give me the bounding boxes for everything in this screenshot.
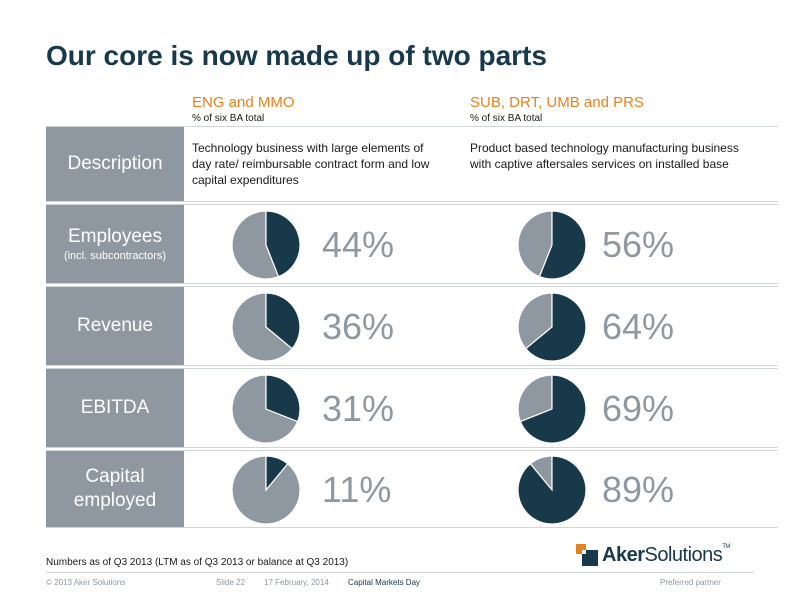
row-label: Description bbox=[46, 127, 184, 201]
pie-capital-employed-eng-mmo bbox=[231, 455, 301, 525]
page-title: Our core is now made up of two parts bbox=[46, 40, 547, 71]
pie-slice-share bbox=[524, 292, 587, 362]
footer-event: Capital Markets Day bbox=[348, 578, 421, 587]
percentage-label-capital-employed-sub-drt: 89% bbox=[602, 469, 675, 510]
column-header-sub-drt: SUB, DRT, UMB and PRS % of six BA total bbox=[470, 94, 644, 124]
footer: © 2013 Aker Solutions Slide 22 17 Februa… bbox=[46, 572, 754, 591]
logo-text-part2: Solutions bbox=[644, 543, 723, 566]
pie-slice-rest bbox=[517, 292, 553, 350]
percentage-label-employees-sub-drt: 56% bbox=[602, 224, 675, 265]
description-eng-mmo: Technology business with large elements … bbox=[192, 141, 430, 187]
row-label: EBITDA bbox=[46, 369, 184, 447]
logo-mark-icon bbox=[576, 544, 598, 566]
pie-slice-share bbox=[265, 455, 289, 492]
row-label: Employees (incl. subcontractors) bbox=[46, 205, 184, 283]
pie-slice-rest bbox=[517, 374, 553, 423]
pie-employees-eng-mmo bbox=[231, 210, 301, 280]
aker-solutions-logo: AkerSolutionsTM bbox=[576, 542, 730, 568]
pie-slice-rest bbox=[231, 374, 299, 444]
footer-partner: Preferred partner bbox=[660, 578, 721, 587]
percentage-label-ebitda-sub-drt: 69% bbox=[602, 388, 675, 429]
row-label-text: Employees bbox=[68, 225, 162, 247]
pie-capital-employed-sub-drt bbox=[517, 455, 587, 525]
row-label: Revenue bbox=[46, 287, 184, 365]
pie-slice-share bbox=[519, 374, 587, 444]
percentage-label-revenue-sub-drt: 64% bbox=[602, 306, 675, 347]
footer-date: 17 February, 2014 bbox=[264, 578, 329, 587]
row-label-text: Description bbox=[67, 153, 163, 175]
percentage-label-revenue-eng-mmo: 36% bbox=[322, 306, 395, 347]
row-label-text: EBITDA bbox=[80, 397, 150, 419]
percentage-label-ebitda-eng-mmo: 31% bbox=[322, 388, 395, 429]
pie-employees-sub-drt bbox=[517, 210, 587, 280]
row-description: Description Technology business with lar… bbox=[46, 126, 778, 202]
logo-text-part1: Aker bbox=[602, 543, 645, 566]
pie-slice-rest bbox=[231, 292, 294, 362]
row-ebitda: EBITDA 31% 69% bbox=[46, 368, 778, 448]
row-employees: Employees (incl. subcontractors) 44% 56% bbox=[46, 204, 778, 284]
pie-slice-rest bbox=[231, 210, 280, 280]
percentage-label-employees-eng-mmo: 44% bbox=[322, 224, 395, 265]
row-label: Capital employed bbox=[46, 451, 184, 527]
row-label-text: Capital bbox=[85, 466, 145, 488]
column-header-eng-mmo: ENG and MMO % of six BA total bbox=[192, 94, 295, 124]
column-name: SUB, DRT, UMB and PRS bbox=[470, 94, 644, 111]
row-revenue: Revenue 36% 64% bbox=[46, 286, 778, 366]
row-sublabel: (incl. subcontractors) bbox=[63, 249, 167, 262]
pie-slice-share bbox=[265, 374, 301, 423]
column-subtitle: % of six BA total bbox=[470, 113, 543, 124]
row-capital-employed: Capital employed 11% 89% bbox=[46, 450, 778, 528]
pie-revenue-sub-drt bbox=[517, 292, 587, 362]
row-label-text: employed bbox=[73, 490, 157, 511]
footer-slide-number: Slide 22 bbox=[216, 578, 245, 587]
pie-slice-share bbox=[265, 210, 301, 278]
pie-revenue-eng-mmo bbox=[231, 292, 301, 362]
pie-slice-share bbox=[538, 210, 587, 280]
description-sub-drt: Product based technology manufacturing b… bbox=[470, 141, 739, 171]
pie-slice-share bbox=[265, 292, 301, 350]
column-name: ENG and MMO bbox=[192, 94, 295, 111]
column-subtitle: % of six BA total bbox=[192, 113, 265, 124]
footer-copyright: © 2013 Aker Solutions bbox=[46, 578, 126, 587]
pie-slice-rest bbox=[517, 210, 553, 278]
pie-ebitda-eng-mmo bbox=[231, 374, 301, 444]
pie-slice-share bbox=[517, 455, 587, 525]
percentage-label-capital-employed-eng-mmo: 11% bbox=[322, 469, 392, 510]
row-label-text: Revenue bbox=[76, 315, 154, 337]
logo-tm: TM bbox=[722, 543, 730, 550]
pie-ebitda-sub-drt bbox=[517, 374, 587, 444]
footnote: Numbers as of Q3 2013 (LTM as of Q3 2013… bbox=[46, 557, 349, 568]
